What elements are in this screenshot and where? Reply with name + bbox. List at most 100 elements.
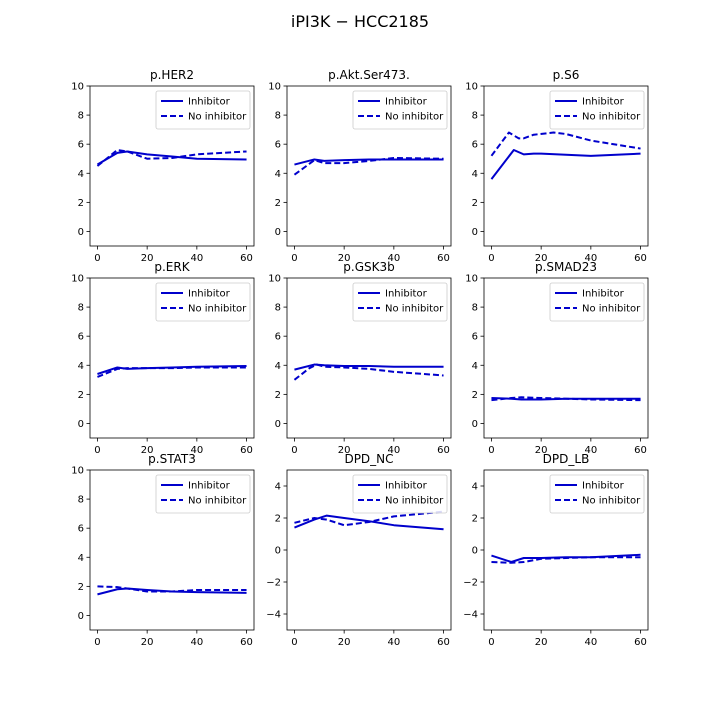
panel-title: p.STAT3 [148, 452, 196, 466]
subplot-panel: p.GSK3b 0 20 40 60 0 2 4 6 8 10 Inhibitor No inhibit… [268, 260, 452, 456]
x-tick-label: 0 [291, 445, 297, 456]
panel-title: p.GSK3b [343, 260, 394, 274]
series-line-inhibitor [97, 587, 247, 596]
x-tick-label: 0 [488, 253, 494, 264]
axes-frame [483, 85, 649, 247]
y-tick-label: 6 [78, 332, 84, 343]
x-tick-label: 40 [584, 445, 597, 456]
subplot-panel: DPD_NC 0 20 40 60 −4 −2 0 2 4 Inhibitor No inhibito… [266, 452, 452, 648]
y-tick-label: −2 [463, 578, 478, 589]
x-tick-label: 20 [535, 445, 548, 456]
legend-label-no-inhibitor: No inhibitor [582, 112, 641, 123]
y-tick-label: 10 [465, 274, 478, 285]
figure-title: iPI3K − HCC2185 [291, 12, 429, 31]
y-tick-label: 2 [275, 198, 281, 209]
y-tick-label: 10 [268, 82, 281, 93]
panel-title: p.ERK [154, 260, 190, 274]
y-tick-label: 2 [275, 390, 281, 401]
series-line-no-inhibitor [293, 363, 444, 381]
x-tick-label: 60 [437, 445, 450, 456]
series-line-no-inhibitor [96, 149, 247, 167]
legend-label-inhibitor: Inhibitor [385, 481, 428, 492]
x-tick-label: 40 [584, 637, 597, 648]
x-tick-label: 40 [190, 445, 203, 456]
y-tick-label: 0 [78, 419, 84, 430]
axes-frame [89, 469, 255, 631]
legend-label-inhibitor: Inhibitor [582, 481, 625, 492]
y-tick-label: 8 [78, 495, 84, 506]
legend-label-inhibitor: Inhibitor [188, 289, 231, 300]
y-tick-label: −2 [266, 578, 281, 589]
x-tick-label: 20 [338, 637, 351, 648]
x-tick-label: 60 [437, 253, 450, 264]
y-tick-label: 4 [78, 169, 84, 180]
subplot-panel: p.HER2 0 20 40 60 0 2 4 6 8 10 Inhibitor No inhibito… [71, 68, 255, 264]
series-line-no-inhibitor [491, 556, 641, 564]
y-tick-label: 0 [275, 546, 281, 557]
x-tick-label: 20 [141, 445, 154, 456]
legend-label-inhibitor: Inhibitor [188, 97, 231, 108]
panel-title: p.S6 [553, 68, 580, 82]
x-tick-label: 40 [584, 253, 597, 264]
y-tick-label: −4 [266, 610, 281, 621]
subplot-panel: p.ERK 0 20 40 60 0 2 4 6 8 10 Inhibitor No inhibitor [71, 260, 255, 456]
series-line-inhibitor [294, 514, 444, 531]
x-tick-label: 20 [338, 253, 351, 264]
y-tick-label: 4 [275, 169, 281, 180]
x-tick-label: 60 [634, 637, 647, 648]
x-tick-label: 40 [190, 253, 203, 264]
y-tick-label: 2 [78, 390, 84, 401]
y-tick-label: 8 [78, 111, 84, 122]
y-tick-label: 2 [472, 514, 478, 525]
axes-frame [286, 85, 452, 247]
axes-frame [483, 277, 649, 439]
legend-label-inhibitor: Inhibitor [385, 97, 428, 108]
legend-label-no-inhibitor: No inhibitor [385, 304, 444, 315]
y-tick-label: 0 [78, 611, 84, 622]
series-line-inhibitor [294, 158, 444, 166]
panel-title: p.Akt.Ser473. [328, 68, 410, 82]
x-tick-label: 40 [387, 445, 400, 456]
x-tick-label: 20 [141, 637, 154, 648]
y-tick-label: 8 [472, 303, 478, 314]
y-tick-label: 4 [78, 361, 84, 372]
x-tick-label: 40 [387, 637, 400, 648]
panel-title: DPD_LB [543, 452, 590, 466]
x-tick-label: 0 [94, 253, 100, 264]
y-tick-label: 8 [472, 111, 478, 122]
y-tick-label: 10 [465, 82, 478, 93]
y-tick-label: 0 [472, 419, 478, 430]
y-tick-label: 6 [472, 140, 478, 151]
legend-label-inhibitor: Inhibitor [582, 97, 625, 108]
x-tick-label: 60 [634, 445, 647, 456]
y-tick-label: 10 [71, 274, 84, 285]
y-tick-label: 8 [275, 303, 281, 314]
legend-label-inhibitor: Inhibitor [385, 289, 428, 300]
y-tick-label: 6 [275, 332, 281, 343]
x-tick-label: 20 [141, 253, 154, 264]
series-line-inhibitor [490, 149, 641, 180]
x-tick-label: 60 [240, 253, 253, 264]
y-tick-label: 6 [78, 524, 84, 535]
x-tick-label: 0 [291, 637, 297, 648]
y-tick-label: 8 [78, 303, 84, 314]
y-tick-label: 0 [275, 419, 281, 430]
x-tick-label: 0 [291, 253, 297, 264]
series-line-inhibitor [96, 150, 247, 166]
y-tick-label: 0 [78, 227, 84, 238]
y-tick-label: 0 [472, 227, 478, 238]
x-tick-label: 60 [240, 445, 253, 456]
x-tick-label: 20 [535, 637, 548, 648]
y-tick-label: −4 [463, 610, 478, 621]
legend-label-no-inhibitor: No inhibitor [385, 112, 444, 123]
y-tick-label: 4 [472, 482, 478, 493]
x-tick-label: 40 [387, 253, 400, 264]
legend-label-inhibitor: Inhibitor [188, 481, 231, 492]
y-tick-label: 6 [78, 140, 84, 151]
panel-title: p.HER2 [150, 68, 194, 82]
y-tick-label: 4 [275, 361, 281, 372]
y-tick-label: 2 [472, 198, 478, 209]
y-tick-label: 4 [275, 482, 281, 493]
series-line-inhibitor [294, 363, 444, 371]
